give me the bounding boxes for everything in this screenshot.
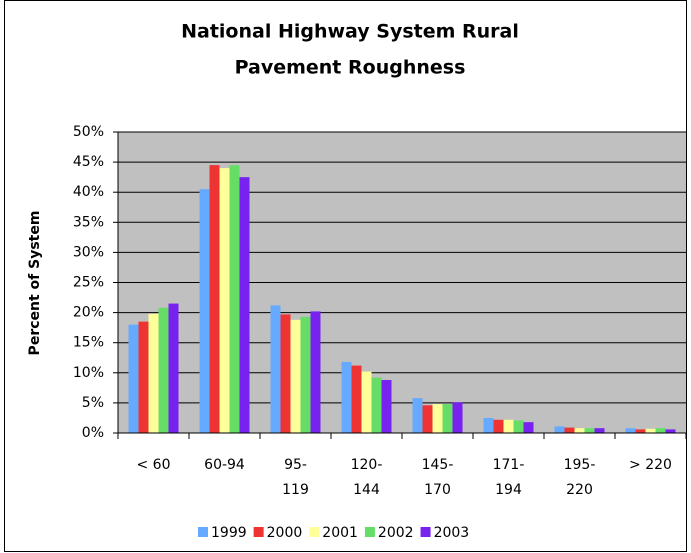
bar — [351, 365, 362, 433]
y-tick-label: 5% — [82, 395, 104, 411]
bar — [290, 319, 301, 433]
chart-title: National Highway System Rural — [181, 21, 519, 43]
x-tick-label: 195- 220 — [564, 457, 596, 498]
bar — [128, 324, 139, 433]
legend-swatch — [198, 527, 208, 537]
x-tick-label: > 220 — [629, 457, 672, 473]
x-tick-label-line: 194 — [495, 482, 522, 498]
bar — [493, 419, 504, 433]
legend-label: 1999 — [211, 525, 247, 541]
bar — [138, 321, 149, 433]
x-tick-label-line: 171- — [493, 457, 525, 473]
bar — [371, 377, 382, 433]
bar — [361, 371, 372, 433]
bar — [665, 429, 676, 433]
legend-label: 2003 — [434, 525, 470, 541]
bar — [229, 165, 240, 434]
x-tick-label: < 60 — [137, 457, 171, 473]
x-tick-label: 95- 119 — [282, 457, 309, 498]
bar — [270, 305, 281, 433]
bar — [341, 361, 352, 433]
bar — [412, 398, 423, 433]
bar — [280, 314, 291, 433]
chart-title: Pavement Roughness — [235, 57, 466, 79]
x-tick-label-line: 120- — [351, 457, 383, 473]
x-tick-label-line: 170 — [424, 482, 451, 498]
bar — [432, 404, 443, 433]
bar — [158, 307, 169, 433]
x-tick-label: 171- 194 — [493, 457, 525, 498]
legend-swatch — [253, 527, 264, 537]
bar — [442, 404, 453, 433]
bar — [168, 303, 179, 433]
bar — [310, 311, 321, 433]
bar — [148, 313, 159, 433]
x-tick-label-line: 195- — [564, 457, 596, 473]
legend-swatch — [309, 527, 320, 537]
bar — [513, 420, 524, 433]
x-tick-label-line: 119 — [282, 482, 309, 498]
bar — [584, 428, 595, 433]
x-tick-label-line: 144 — [353, 482, 380, 498]
bar — [452, 402, 463, 433]
x-tick-label-line: 145- — [422, 457, 454, 473]
bar — [239, 177, 250, 433]
bar — [209, 165, 220, 434]
bar — [422, 405, 433, 433]
y-tick-label: 50% — [73, 124, 104, 140]
legend-label: 2000 — [267, 525, 303, 541]
bar — [523, 422, 534, 433]
bar — [483, 417, 494, 433]
bar — [564, 427, 575, 433]
bar — [645, 428, 656, 433]
bar — [503, 419, 514, 433]
x-tick-label-line: 95- — [284, 457, 307, 473]
bar — [219, 168, 230, 433]
y-tick-label: 15% — [73, 335, 104, 351]
y-tick-label: 25% — [73, 275, 104, 291]
legend-label: 2001 — [322, 525, 358, 541]
y-axis-label: Percent of System — [27, 211, 43, 356]
bar — [594, 428, 605, 433]
legend-swatch — [364, 527, 375, 537]
bar — [381, 380, 392, 433]
bar — [300, 316, 311, 433]
x-tick-label: 60-94 — [204, 457, 245, 473]
bar — [625, 428, 636, 433]
bar — [635, 429, 646, 433]
y-tick-label: 10% — [73, 365, 104, 381]
bar — [554, 426, 565, 433]
y-tick-label: 30% — [73, 244, 104, 260]
bar — [655, 428, 666, 433]
legend-label: 2002 — [378, 525, 414, 541]
x-tick-label-line: 220 — [566, 482, 593, 498]
y-tick-label: 40% — [73, 184, 104, 200]
bar — [574, 428, 585, 433]
y-tick-label: 45% — [73, 154, 104, 170]
legend-swatch — [420, 527, 431, 537]
x-tick-label: 120- 144 — [351, 457, 383, 498]
y-tick-label: 0% — [82, 425, 104, 441]
x-tick-label: 145- 170 — [422, 457, 454, 498]
y-tick-label: 35% — [73, 214, 104, 230]
bar — [199, 189, 210, 433]
y-tick-label: 20% — [73, 305, 104, 321]
